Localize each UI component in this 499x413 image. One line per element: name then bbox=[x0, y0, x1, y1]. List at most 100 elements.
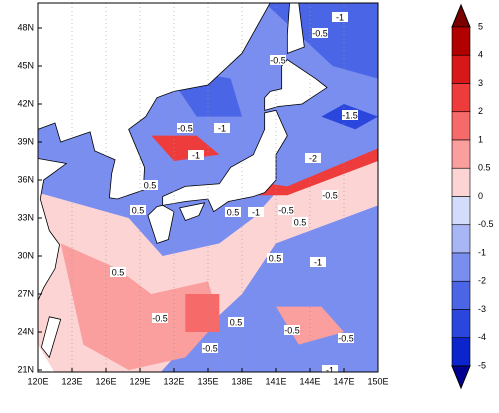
x-tick-label: 141E bbox=[265, 376, 286, 386]
colorbar-band bbox=[451, 224, 471, 254]
x-tick-label: 150E bbox=[367, 376, 388, 386]
contour-label-bg bbox=[248, 207, 264, 217]
colorbar-label: 4 bbox=[478, 50, 483, 60]
colorbar-label: -3 bbox=[478, 304, 486, 314]
contour-label: 0.5 bbox=[144, 180, 157, 190]
colorbar-label: 0 bbox=[478, 191, 483, 201]
land bbox=[38, 158, 68, 301]
land bbox=[40, 316, 62, 359]
colorbar-label: -2 bbox=[478, 276, 486, 286]
land bbox=[286, 3, 305, 54]
contour-label: -0.5 bbox=[322, 190, 338, 200]
colorbar-band bbox=[451, 337, 471, 367]
contour-label: -0.5 bbox=[278, 205, 294, 215]
x-tick-label: 135E bbox=[197, 376, 218, 386]
y-tick-label: 30N bbox=[17, 250, 34, 260]
contour-label-bg bbox=[278, 205, 294, 215]
colorbar-end bbox=[451, 365, 471, 390]
colorbar-band bbox=[451, 83, 471, 113]
y-tick-label: 21N bbox=[17, 364, 34, 374]
colorbar-band bbox=[451, 54, 471, 84]
x-tick-label: 126E bbox=[95, 376, 116, 386]
contour-label-bg bbox=[312, 28, 328, 38]
colorbar-label: 0.5 bbox=[478, 163, 491, 173]
positive-anomaly bbox=[276, 306, 344, 345]
y-tick-label: 27N bbox=[17, 288, 34, 298]
contour-label-bg bbox=[338, 333, 354, 343]
contour-label-bg bbox=[214, 123, 230, 133]
colorbar-band bbox=[451, 26, 471, 56]
contour-label: -2 bbox=[309, 153, 317, 163]
y-tick-label: 36N bbox=[17, 174, 34, 184]
contour-label: -0.5 bbox=[338, 333, 354, 343]
contour-label: 0.5 bbox=[132, 205, 145, 215]
contour-label-bg bbox=[225, 207, 241, 217]
colorbar-band bbox=[451, 111, 471, 141]
colorbar-label: 2 bbox=[478, 106, 483, 116]
contour-label: -0.5 bbox=[202, 343, 218, 353]
land bbox=[264, 59, 328, 111]
contour-label-bg bbox=[110, 267, 126, 277]
contour-label: -1.5 bbox=[342, 110, 358, 120]
colorbar-label: -4 bbox=[478, 332, 486, 342]
x-tick-label: 144E bbox=[299, 376, 320, 386]
contour-label: 0.5 bbox=[269, 253, 282, 263]
contour-label: -0.5 bbox=[177, 123, 193, 133]
contour-label: -1 bbox=[314, 257, 322, 267]
contour-label: -0.5 bbox=[284, 325, 300, 335]
contour-label-bg bbox=[177, 123, 193, 133]
colorbar-band bbox=[451, 309, 471, 339]
contour-label: -0.5 bbox=[312, 28, 328, 38]
contour-label-bg bbox=[322, 365, 338, 372]
colorbar-label: -0.5 bbox=[478, 219, 494, 229]
contour-label: -0.5 bbox=[152, 313, 168, 323]
y-tick-label: 42N bbox=[17, 98, 34, 108]
contour-label: -1 bbox=[218, 123, 226, 133]
contour-label-bg bbox=[332, 12, 348, 22]
colorbar-band bbox=[451, 167, 471, 197]
y-tick-label: 39N bbox=[17, 136, 34, 146]
y-tick-label: 48N bbox=[17, 22, 34, 32]
map-area: -1-0.5-0.50.5-10.5-1-1.5-2-0.5-10.5-0.5 0… bbox=[38, 3, 378, 375]
contour-label-bg bbox=[284, 325, 300, 335]
contour-label-bg bbox=[228, 317, 244, 327]
contour-label: 0.5 bbox=[230, 317, 243, 327]
no-data bbox=[38, 344, 55, 372]
y-tick-label: 45N bbox=[17, 60, 34, 70]
colorbar-label: -1 bbox=[478, 247, 486, 257]
colorbar-band bbox=[451, 280, 471, 310]
contour-label: -1 bbox=[326, 365, 334, 375]
x-tick-label: 132E bbox=[163, 376, 184, 386]
contour-label: 0.5 bbox=[294, 217, 307, 227]
contour-label: 0.5 bbox=[227, 207, 240, 217]
colorbar-band bbox=[451, 252, 471, 282]
x-tick-label: 120E bbox=[27, 376, 48, 386]
contour-label-bg bbox=[267, 253, 283, 263]
colorbar-label: 1 bbox=[478, 134, 483, 144]
colorbar-end bbox=[451, 3, 471, 28]
x-tick-label: 129E bbox=[129, 376, 150, 386]
contour-label-bg bbox=[130, 205, 146, 215]
x-tick-label: 123E bbox=[61, 376, 82, 386]
contour-label-bg bbox=[305, 153, 321, 163]
contour-label-bg bbox=[292, 217, 308, 227]
x-tick-label: 138E bbox=[231, 376, 252, 386]
colorbar: 5 4 3 2 1 0.5 0 -0.5 -1 -2 -3 -4 -5 bbox=[451, 3, 494, 390]
y-tick-label: 24N bbox=[17, 326, 34, 336]
contour-label-bg bbox=[202, 343, 218, 353]
contour-label-bg bbox=[270, 55, 286, 65]
contour-label-bg bbox=[142, 180, 158, 190]
colorbar-band bbox=[451, 139, 471, 169]
contour-label: -1 bbox=[252, 207, 260, 217]
colorbar-label: 5 bbox=[478, 21, 483, 31]
contour-label-bg bbox=[310, 257, 326, 267]
positive-anomaly bbox=[185, 294, 220, 332]
contour-label-bg bbox=[342, 110, 358, 120]
axes: 120E 123E 126E 129E 132E 135E 138E 141E 144E 147E… bbox=[17, 22, 388, 386]
contour-label: 0.5 bbox=[112, 267, 125, 277]
colorbar-label: -5 bbox=[478, 360, 486, 370]
contour-label-bg bbox=[152, 313, 168, 323]
land bbox=[38, 3, 271, 200]
contour-label: -1 bbox=[192, 150, 200, 160]
